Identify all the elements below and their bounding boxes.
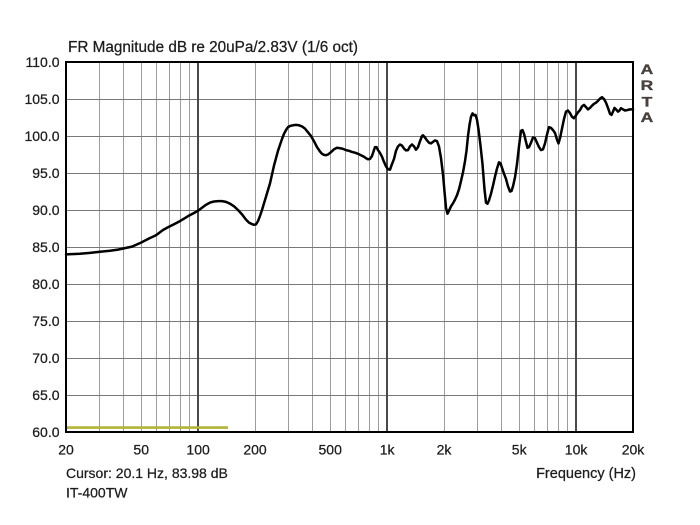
svg-text:20: 20 xyxy=(58,442,74,458)
svg-text:A: A xyxy=(641,63,654,78)
svg-text:2k: 2k xyxy=(437,442,453,458)
svg-text:5k: 5k xyxy=(512,442,528,458)
svg-text:80.0: 80.0 xyxy=(32,276,59,292)
svg-text:T: T xyxy=(642,95,653,110)
svg-text:105.0: 105.0 xyxy=(24,91,59,107)
svg-text:90.0: 90.0 xyxy=(32,202,59,218)
svg-text:95.0: 95.0 xyxy=(32,165,59,181)
svg-text:50: 50 xyxy=(133,442,149,458)
svg-text:100.0: 100.0 xyxy=(24,128,59,144)
svg-text:FR Magnitude dB re 20uPa/2.83V: FR Magnitude dB re 20uPa/2.83V (1/6 oct) xyxy=(68,39,358,56)
svg-text:A: A xyxy=(641,111,654,126)
svg-text:200: 200 xyxy=(243,442,267,458)
svg-text:Cursor: 20.1 Hz, 83.98 dB: Cursor: 20.1 Hz, 83.98 dB xyxy=(66,465,228,481)
svg-text:10k: 10k xyxy=(565,442,589,458)
svg-text:75.0: 75.0 xyxy=(32,313,59,329)
svg-text:110.0: 110.0 xyxy=(26,54,60,70)
svg-text:100: 100 xyxy=(186,442,210,458)
svg-text:500: 500 xyxy=(319,442,343,458)
svg-text:60.0: 60.0 xyxy=(32,424,59,440)
svg-text:IT-400TW: IT-400TW xyxy=(66,485,128,501)
svg-text:70.0: 70.0 xyxy=(32,350,59,366)
svg-text:Frequency (Hz): Frequency (Hz) xyxy=(536,466,636,482)
svg-text:85.0: 85.0 xyxy=(32,239,59,255)
svg-text:1k: 1k xyxy=(380,442,396,458)
svg-text:65.0: 65.0 xyxy=(32,387,59,403)
svg-text:20k: 20k xyxy=(622,442,646,458)
svg-text:R: R xyxy=(641,78,654,93)
